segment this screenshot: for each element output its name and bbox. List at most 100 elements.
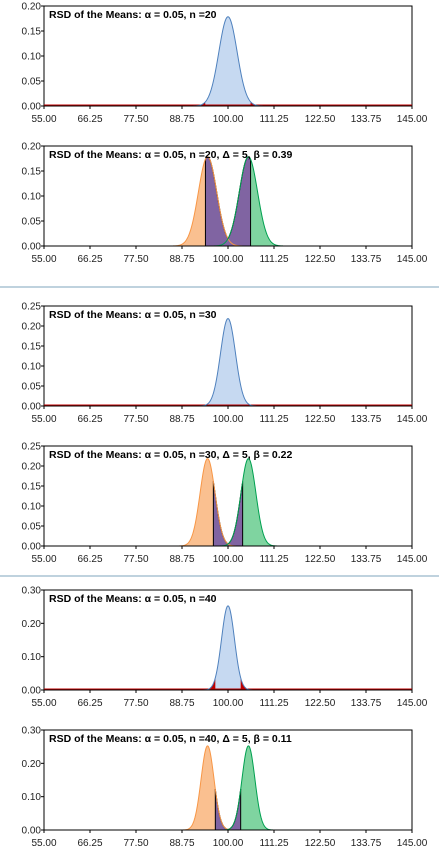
chart-2: 0.00 0.05 0.10 0.15 0.20 55.00 66.25 77.50 88.75…: [22, 142, 428, 266]
y-tick-label: 0.05: [22, 522, 42, 533]
x-tick-label: 133.75: [351, 254, 382, 265]
beta-region-left: [215, 789, 228, 830]
beta-region-right: [228, 789, 241, 830]
x-tick-label: 55.00: [31, 838, 56, 849]
x-tick-label: 122.50: [305, 698, 336, 709]
y-tick-label: 0.00: [22, 102, 42, 113]
x-tick-label: 133.75: [351, 414, 382, 425]
y-tick-label: 0.20: [22, 322, 42, 333]
x-tick-label: 145.00: [397, 554, 428, 565]
y-tick-label: 0.15: [22, 167, 42, 178]
y-tick-label: 0.00: [22, 686, 42, 697]
distribution-area-1: [44, 16, 412, 106]
x-tick-label: 88.75: [169, 838, 194, 849]
chart-title: RSD of the Means: α = 0.05, n =20, Δ = 5…: [49, 149, 293, 161]
chart-title: RSD of the Means: α = 0.05, n =30: [49, 309, 217, 321]
chart-title: RSD of the Means: α = 0.05, n =40, Δ = 5…: [49, 733, 292, 745]
x-tick-label: 111.25: [259, 838, 289, 849]
x-tick-label: 145.00: [397, 254, 428, 265]
y-tick-label: 0.20: [22, 462, 42, 473]
distribution-area-1: [44, 605, 412, 690]
y-tick-label: 0.15: [22, 482, 42, 493]
y-tick-label: 0.25: [22, 442, 42, 453]
x-tick-label: 122.50: [305, 838, 336, 849]
x-tick-label: 55.00: [31, 698, 56, 709]
x-tick-label: 111.25: [259, 414, 289, 425]
y-tick-label: 0.10: [22, 192, 42, 203]
x-tick-label: 66.25: [77, 254, 102, 265]
x-tick-label: 133.75: [351, 698, 382, 709]
x-tick-label: 100.00: [213, 414, 244, 425]
y-tick-label: 0.10: [22, 362, 42, 373]
x-tick-label: 55.00: [31, 414, 56, 425]
x-tick-label: 111.25: [259, 114, 289, 125]
x-tick-label: 100.00: [213, 838, 244, 849]
beta-region-left: [213, 481, 228, 546]
y-tick-label: 0.15: [22, 342, 42, 353]
y-tick-label: 0.05: [22, 77, 42, 88]
plot-area: [43, 729, 413, 831]
x-tick-label: 66.25: [77, 838, 102, 849]
x-tick-label: 66.25: [77, 554, 102, 565]
y-tick-label: 0.20: [22, 2, 42, 13]
chart-1: 0.00 0.05 0.10 0.15 0.20 55.00 66.25 77.50 88.75…: [22, 2, 428, 126]
x-tick-label: 77.50: [123, 838, 148, 849]
distribution-area-1: [44, 318, 412, 406]
x-tick-label: 55.00: [31, 254, 56, 265]
x-tick-label: 133.75: [351, 114, 382, 125]
y-tick-label: 0.05: [22, 217, 42, 228]
y-tick-label: 0.20: [22, 619, 42, 630]
y-tick-label: 0.20: [22, 142, 42, 153]
x-tick-label: 122.50: [305, 254, 336, 265]
x-tick-label: 77.50: [123, 254, 148, 265]
beta-region-right: [228, 483, 243, 546]
y-tick-label: 0.00: [22, 826, 42, 837]
chart-3: 0.00 0.05 0.10 0.15 0.20 0.25 55.00 66.25 77.50 8…: [22, 302, 428, 426]
x-tick-label: 100.00: [213, 254, 244, 265]
x-tick-label: 55.00: [31, 114, 56, 125]
chart-title: RSD of the Means: α = 0.05, n =30, Δ = 5…: [49, 449, 293, 461]
x-tick-label: 145.00: [397, 414, 428, 425]
x-tick-label: 145.00: [397, 838, 428, 849]
plot-area: [43, 445, 413, 547]
x-tick-label: 111.25: [259, 698, 289, 709]
x-tick-label: 77.50: [123, 114, 148, 125]
x-tick-label: 122.50: [305, 414, 336, 425]
x-tick-label: 100.00: [213, 114, 244, 125]
y-tick-label: 0.05: [22, 382, 42, 393]
x-tick-label: 88.75: [169, 254, 194, 265]
y-tick-label: 0.10: [22, 652, 42, 663]
x-tick-label: 133.75: [351, 838, 382, 849]
chart-5: 0.00 0.10 0.20 0.30 55.00 66.25 77.50 88.75 100.…: [22, 586, 428, 710]
x-tick-label: 77.50: [123, 414, 148, 425]
x-tick-label: 77.50: [123, 554, 148, 565]
y-tick-label: 0.00: [22, 542, 42, 553]
x-tick-label: 145.00: [397, 698, 428, 709]
y-tick-label: 0.30: [22, 726, 42, 737]
y-tick-label: 0.10: [22, 792, 42, 803]
x-tick-label: 100.00: [213, 698, 244, 709]
x-tick-label: 133.75: [351, 554, 382, 565]
x-tick-label: 122.50: [305, 114, 336, 125]
x-tick-label: 66.25: [77, 114, 102, 125]
x-tick-label: 111.25: [259, 554, 289, 565]
x-tick-label: 77.50: [123, 698, 148, 709]
y-tick-label: 0.10: [22, 502, 42, 513]
chart-title: RSD of the Means: α = 0.05, n =20: [49, 9, 217, 21]
y-tick-label: 0.20: [22, 759, 42, 770]
x-tick-label: 66.25: [77, 414, 102, 425]
chart-4: 0.00 0.05 0.10 0.15 0.20 0.25 55.00 66.25 77.50 8…: [22, 442, 428, 566]
y-tick-label: 0.25: [22, 302, 42, 313]
x-tick-label: 122.50: [305, 554, 336, 565]
x-tick-label: 88.75: [169, 554, 194, 565]
x-tick-label: 88.75: [169, 414, 194, 425]
y-tick-label: 0.30: [22, 586, 42, 597]
y-tick-label: 0.00: [22, 402, 42, 413]
chart-title: RSD of the Means: α = 0.05, n =40: [49, 593, 217, 605]
x-tick-label: 145.00: [397, 114, 428, 125]
y-tick-label: 0.15: [22, 27, 42, 38]
x-tick-label: 100.00: [213, 554, 244, 565]
y-tick-label: 0.00: [22, 242, 42, 253]
